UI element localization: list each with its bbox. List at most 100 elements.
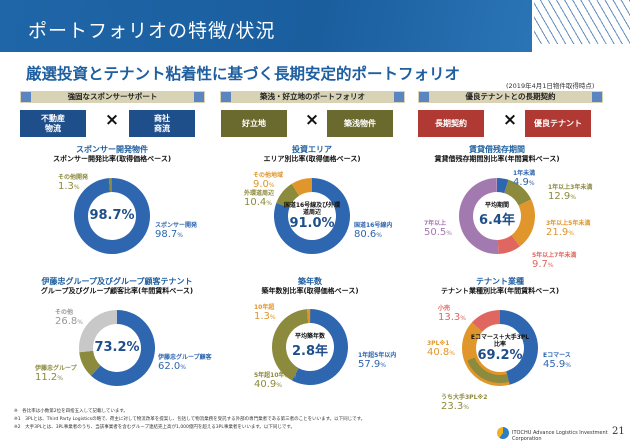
footnote: ※1 3PLとは、Third Party Logisticsの略で、荷主に対して… — [14, 417, 366, 422]
slice-label: 国道16号線内 — [354, 222, 393, 229]
tag-real-estate-logistics: 不動産 物流 — [20, 110, 86, 137]
slice-label-group: 伊藤忠グループ 11.2% — [35, 363, 77, 383]
percent-unit: % — [269, 314, 276, 321]
percent-unit: % — [73, 184, 80, 191]
donut-chart — [73, 178, 150, 254]
donut-slice — [274, 178, 350, 254]
section-header-location: 築浅・好立地のポートフォリオ — [220, 91, 405, 103]
slice-value: 40.9% — [254, 379, 297, 390]
chart-subtitle: グループ及びグループ顧客比率(年間賃料ベース) — [40, 287, 194, 295]
donut-slice — [497, 178, 509, 194]
slice-value-number: 4.9 — [513, 177, 529, 188]
donut-slice — [497, 235, 520, 254]
chart-title: 投資エリア — [292, 145, 332, 154]
center-value: 2.8年 — [291, 344, 329, 360]
donut-chart — [462, 310, 538, 386]
slice-label-group: Eコマース 45.9% — [543, 350, 571, 370]
slice-label: 3PL※1 — [427, 340, 450, 347]
slice-value: 9.7% — [532, 259, 576, 270]
donut-slice — [73, 178, 150, 254]
donut-slice — [276, 183, 300, 208]
subtitle: 厳選投資とテナント粘着性に基づく長期安定的ポートフォリオ — [26, 65, 461, 83]
donut-chart — [272, 309, 348, 385]
slice-value: 57.9% — [358, 359, 396, 370]
slice-label-group: 国道16号線内 80.6% — [354, 220, 392, 240]
percent-unit: % — [276, 382, 282, 389]
slice-value-number: 21.9 — [546, 227, 569, 238]
percent-unit: % — [376, 232, 382, 239]
slice-label: 3年以上5年未満 — [546, 220, 591, 227]
slice-value: 40.8% — [427, 347, 455, 358]
percent-unit: % — [463, 404, 469, 411]
donut-center: 平均期間 6.4年 — [467, 202, 527, 228]
donut-slice — [511, 199, 535, 247]
donut-slice — [79, 310, 117, 353]
chart-title: 築年数 — [298, 277, 322, 286]
chart-title: 伊藤忠グループ及びグループ顧客テナント — [41, 277, 193, 286]
slice-value-number: 45.9 — [543, 359, 566, 370]
slice-label: 7年以上 — [424, 220, 447, 227]
tag-new-property: 築浅物件 — [327, 110, 393, 137]
slice-label-group: 3PL※1 40.8% — [427, 340, 455, 358]
center-label: 平均期間 — [484, 202, 509, 209]
slice-value-number: 98.7 — [155, 229, 178, 240]
center-value: 91.0% — [289, 216, 335, 232]
decorative-pattern — [534, 0, 630, 44]
page-title: ポートフォリオの特徴/状況 — [28, 20, 276, 42]
slice-label-group: 7年以上 50.5% — [424, 218, 452, 238]
slice-label-group: 1年以上3年未満 12.9% — [548, 182, 592, 202]
slice-label: 5年超10年以内 — [254, 372, 297, 379]
percent-unit: % — [177, 232, 183, 239]
center-value: 73.2% — [94, 340, 140, 355]
tag-long-term-contract: 長期契約 — [418, 110, 484, 137]
slice-value-number: 23.3 — [441, 401, 464, 412]
slice-label-group: 10年超 1.3% — [254, 302, 276, 322]
center-label: Eコマース＋大手3PL比率 — [470, 334, 530, 349]
slice-value-number: 9.0 — [253, 179, 269, 190]
slice-value: 98.7% — [155, 229, 197, 240]
donut-slice — [471, 310, 500, 332]
slice-label: 1年未満 — [513, 170, 536, 177]
slice-label: うち大手3PL※2 — [441, 394, 488, 401]
center-value: 98.7% — [89, 208, 135, 223]
slice-label: 10年超 — [254, 304, 275, 311]
center-label: 平均築年数 — [294, 333, 325, 340]
slice-value: 23.3% — [441, 401, 487, 412]
section-header-sponsor: 強固なスポンサーサポート — [20, 91, 205, 103]
chart-subtitle: 賃貸借残存期間別比率(年間賃料ベース) — [434, 155, 560, 163]
donut-slice — [458, 178, 499, 254]
slice-value-number: 10.4 — [244, 197, 267, 208]
donut-center: 平均築年数 2.8年 — [280, 333, 340, 359]
tag-quality-tenant: 優良テナント — [525, 110, 591, 137]
slice-value-number: 12.9 — [548, 191, 571, 202]
slice-label-group: 5年以上7年未満 9.7% — [532, 250, 576, 270]
slice-label-group: うち大手3PL※2 23.3% — [441, 392, 487, 412]
slice-label: その他 — [55, 309, 74, 316]
chart-subtitle: テナント業種別比率(年間賃料ベース) — [440, 287, 560, 295]
percent-unit: % — [180, 364, 186, 371]
footnote: ※ 各比率は小数第2位を四捨五入して記載しています。 — [14, 409, 128, 414]
percent-unit: % — [460, 315, 466, 322]
donut-chart — [274, 178, 350, 254]
slice-label-group: 伊藤忠グループ顧客 62.0% — [158, 352, 212, 372]
center-label: 国道16号線及び外環道周辺 — [283, 202, 341, 217]
slice-value: 10.4% — [244, 197, 274, 208]
donut-slice — [108, 178, 112, 193]
slice-label-group: その他開発 1.3% — [58, 172, 88, 192]
slice-label: 小売 — [438, 305, 451, 312]
center-value: 6.4年 — [478, 213, 516, 229]
cross-mark: × — [304, 110, 320, 130]
slice-value-number: 1.3 — [58, 181, 74, 192]
slice-label-group: 5年超10年以内 40.9% — [254, 370, 297, 390]
donut-center: Eコマース＋大手3PL比率 69.2% — [470, 334, 530, 363]
slice-value-number: 80.6 — [354, 229, 377, 240]
section-header-tenant: 優良テナントとの長期契約 — [418, 91, 603, 103]
slice-value: 45.9% — [543, 359, 571, 370]
as-of-date: (2019年4月1日物件取得時点) — [506, 82, 595, 90]
slice-label: 伊藤忠グループ — [35, 365, 77, 372]
percent-unit: % — [266, 200, 272, 207]
donut-chart — [458, 178, 535, 254]
slice-label: Eコマース — [543, 352, 571, 359]
chart-title: テナント業種 — [476, 277, 524, 286]
slice-value: 4.9% — [513, 177, 535, 188]
